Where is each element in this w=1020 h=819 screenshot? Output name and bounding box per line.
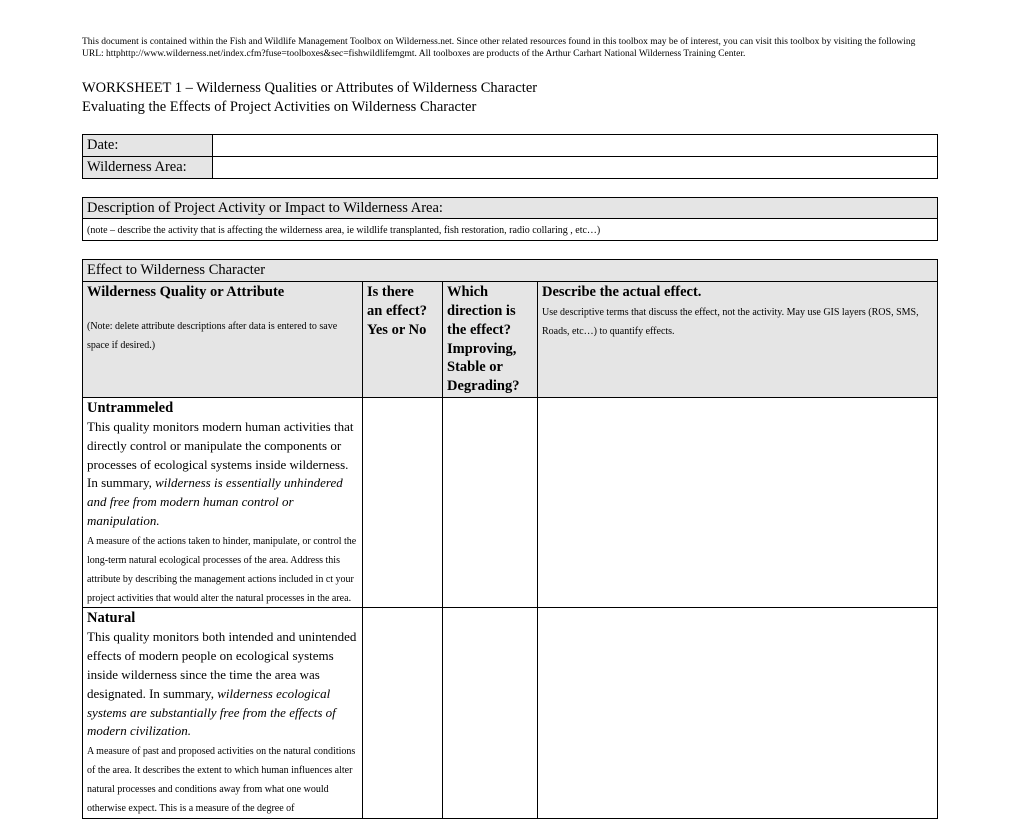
- wilderness-area-label: Wilderness Area:: [83, 156, 213, 178]
- row-natural: Natural This quality monitors both inten…: [83, 608, 363, 818]
- effect-header: Effect to Wilderness Character: [83, 260, 938, 282]
- description-note: (note – describe the activity that is af…: [83, 219, 938, 241]
- col-header-direction: Which direction is the effect? Improving…: [443, 282, 538, 398]
- col3-l6: Degrading?: [447, 378, 520, 394]
- disclaimer-text: This document is contained within the Fi…: [82, 36, 938, 61]
- col-header-effect: Is there an effect? Yes or No: [363, 282, 443, 398]
- col4-note: Use descriptive terms that discuss the e…: [542, 307, 919, 337]
- col-header-describe: Describe the actual effect. Use descript…: [538, 282, 938, 398]
- col2-l3: Yes or No: [367, 322, 426, 338]
- row2-describe-cell[interactable]: [538, 608, 938, 818]
- wilderness-area-value[interactable]: [213, 156, 938, 178]
- col4-title: Describe the actual effect.: [542, 284, 701, 300]
- row1-effect-cell[interactable]: [363, 398, 443, 608]
- row1-body: This quality monitors modern human activ…: [87, 419, 353, 528]
- row2-direction-cell[interactable]: [443, 608, 538, 818]
- col3-l1: Which: [447, 284, 488, 300]
- row2-title: Natural: [87, 610, 135, 626]
- description-header: Description of Project Activity or Impac…: [83, 197, 938, 219]
- row2-effect-cell[interactable]: [363, 608, 443, 818]
- title-line-2: Evaluating the Effects of Project Activi…: [82, 99, 476, 115]
- col3-l3: the effect?: [447, 322, 511, 338]
- row1-describe-cell[interactable]: [538, 398, 938, 608]
- table-row: Natural This quality monitors both inten…: [83, 608, 938, 818]
- col-header-attribute: Wilderness Quality or Attribute (Note: d…: [83, 282, 363, 398]
- col2-l1: Is there: [367, 284, 414, 300]
- row2-body: This quality monitors both intended and …: [87, 629, 356, 738]
- table-row: Untrammeled This quality monitors modern…: [83, 398, 938, 608]
- row1-title: Untrammeled: [87, 400, 173, 416]
- col2-l2: an effect?: [367, 303, 427, 319]
- col3-l2: direction is: [447, 303, 516, 319]
- document-title: WORKSHEET 1 – Wilderness Qualities or At…: [82, 79, 938, 118]
- description-note-text: (note – describe the activity that is af…: [87, 225, 600, 236]
- col1-title: Wilderness Quality or Attribute: [87, 284, 284, 300]
- title-line-1: WORKSHEET 1 – Wilderness Qualities or At…: [82, 80, 537, 96]
- col1-note: (Note: delete attribute descriptions aft…: [87, 321, 337, 351]
- description-table: Description of Project Activity or Impac…: [82, 197, 938, 242]
- col3-l4: Improving,: [447, 341, 516, 357]
- date-label: Date:: [83, 134, 213, 156]
- info-table: Date: Wilderness Area:: [82, 134, 938, 179]
- col3-l5: Stable or: [447, 359, 503, 375]
- row-untrammeled: Untrammeled This quality monitors modern…: [83, 398, 363, 608]
- row1-small: A measure of the actions taken to hinder…: [87, 536, 356, 604]
- row1-direction-cell[interactable]: [443, 398, 538, 608]
- date-value[interactable]: [213, 134, 938, 156]
- effect-table: Effect to Wilderness Character Wildernes…: [82, 259, 938, 818]
- row2-small: A measure of past and proposed activitie…: [87, 746, 355, 814]
